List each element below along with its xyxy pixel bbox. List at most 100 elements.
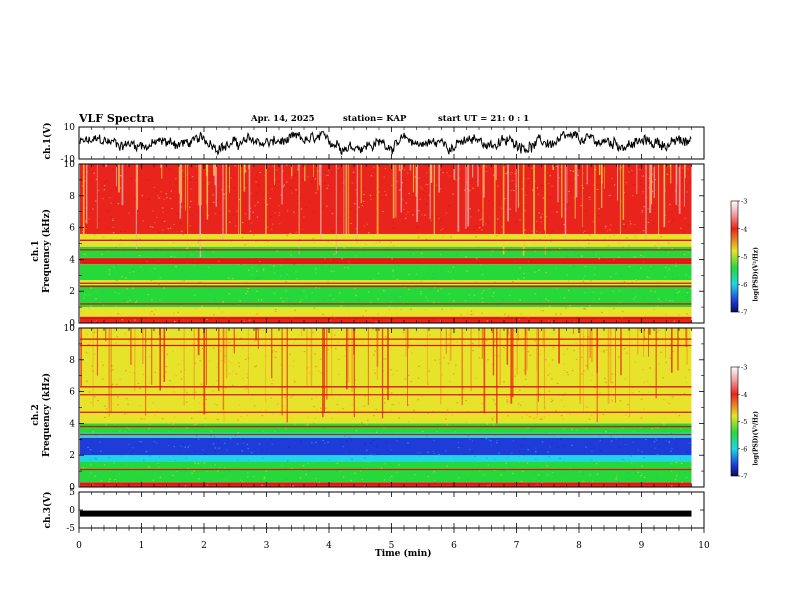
spec-speckle <box>147 466 150 468</box>
spec-speckle <box>313 295 315 297</box>
spec-speckle <box>351 417 354 419</box>
spec-speckle <box>392 222 394 224</box>
spec-speckle <box>604 227 606 229</box>
spec-speckle <box>490 304 493 307</box>
spec-speckle <box>654 210 656 212</box>
spec-speckle <box>527 364 529 366</box>
spec-speckle <box>658 272 661 274</box>
spec-speckle <box>266 240 269 242</box>
spec-speckle <box>416 331 419 333</box>
spec-speckle <box>634 256 636 258</box>
spec-speckle <box>199 402 201 404</box>
spec-streak <box>377 164 379 238</box>
spec-speckle <box>206 358 208 361</box>
spec-speckle <box>545 298 547 300</box>
spec-speckle <box>263 175 266 177</box>
spec-speckle <box>286 479 288 481</box>
spec-streak <box>472 164 474 178</box>
spec-speckle <box>512 440 515 442</box>
spec-speckle <box>108 210 111 212</box>
spec-speckle <box>493 174 495 176</box>
spec-speckle <box>162 221 164 223</box>
spec-speckle <box>96 451 98 453</box>
spec-speckle <box>611 370 613 372</box>
spec-speckle <box>506 396 508 398</box>
spec-speckle <box>129 275 131 277</box>
spec-speckle <box>238 362 240 364</box>
spec-speckle <box>212 443 215 445</box>
spec-speckle <box>494 403 496 405</box>
spec-speckle <box>398 458 400 460</box>
spec-speckle <box>674 373 676 375</box>
spec-speckle <box>395 217 397 219</box>
spec-speckle <box>297 178 300 180</box>
spec-speckle <box>445 463 448 465</box>
spec-speckle <box>467 410 469 412</box>
spec-speckle <box>292 485 294 487</box>
spec-speckle <box>131 452 133 454</box>
spec-speckle <box>315 365 317 368</box>
spec-speckle <box>468 438 471 441</box>
spec-speckle <box>634 277 636 280</box>
spec-speckle <box>143 459 145 461</box>
spec-speckle <box>342 365 344 367</box>
spec-speckle <box>628 460 631 462</box>
spec-speckle <box>609 236 612 238</box>
spec-speckle <box>128 443 130 445</box>
spec-speckle <box>545 226 548 228</box>
spec-speckle <box>194 391 197 393</box>
spec-streak <box>658 164 660 246</box>
spec-speckle <box>102 415 105 417</box>
spec-speckle <box>420 418 422 420</box>
spec-speckle <box>404 217 407 219</box>
spec-speckle <box>535 416 538 418</box>
spec-speckle <box>592 480 594 482</box>
spec-speckle <box>341 301 344 303</box>
spec-speckle <box>503 198 506 200</box>
spec-speckle <box>193 424 196 426</box>
spec-speckle <box>320 413 322 415</box>
spec-speckle <box>218 260 220 262</box>
spec-speckle <box>342 476 345 478</box>
spec-speckle <box>473 229 475 231</box>
spec-speckle <box>390 241 392 243</box>
spec-speckle <box>250 192 252 194</box>
spec-speckle <box>578 286 581 289</box>
spec-speckle <box>176 280 179 282</box>
spec-speckle <box>276 250 278 252</box>
spec-speckle <box>174 376 176 378</box>
spec-speckle <box>688 206 691 209</box>
cb-bar <box>730 366 739 477</box>
spec-speckle <box>174 321 176 323</box>
spec-speckle <box>390 370 392 372</box>
spec-speckle <box>467 435 470 437</box>
spec-speckle <box>643 457 645 459</box>
spec-speckle <box>242 208 245 210</box>
spec-speckle <box>642 261 645 263</box>
spec-speckle <box>292 365 294 367</box>
spec-speckle <box>529 354 532 356</box>
spec-speckle <box>109 195 111 197</box>
spec-speckle <box>411 232 414 234</box>
spec-speckle <box>153 474 156 476</box>
spec-speckle <box>465 256 467 258</box>
spec-speckle <box>132 450 135 452</box>
spec-speckle <box>383 176 386 178</box>
spec-streak <box>470 328 472 391</box>
spec-speckle <box>605 225 607 227</box>
spec-speckle <box>399 237 402 239</box>
spec-speckle <box>188 481 191 483</box>
spec-speckle <box>642 372 645 374</box>
spec-speckle <box>511 173 513 175</box>
spec-speckle <box>186 174 188 176</box>
spec-speckle <box>107 192 109 194</box>
spec-speckle <box>264 355 267 357</box>
spec-speckle <box>444 450 447 452</box>
spec-speckle <box>80 438 83 440</box>
spec-speckle <box>286 258 288 261</box>
spec-speckle <box>263 476 266 478</box>
spec-speckle <box>164 355 166 357</box>
spec-speckle <box>687 252 690 254</box>
spec-speckle <box>596 473 599 475</box>
spec-speckle <box>498 336 500 338</box>
